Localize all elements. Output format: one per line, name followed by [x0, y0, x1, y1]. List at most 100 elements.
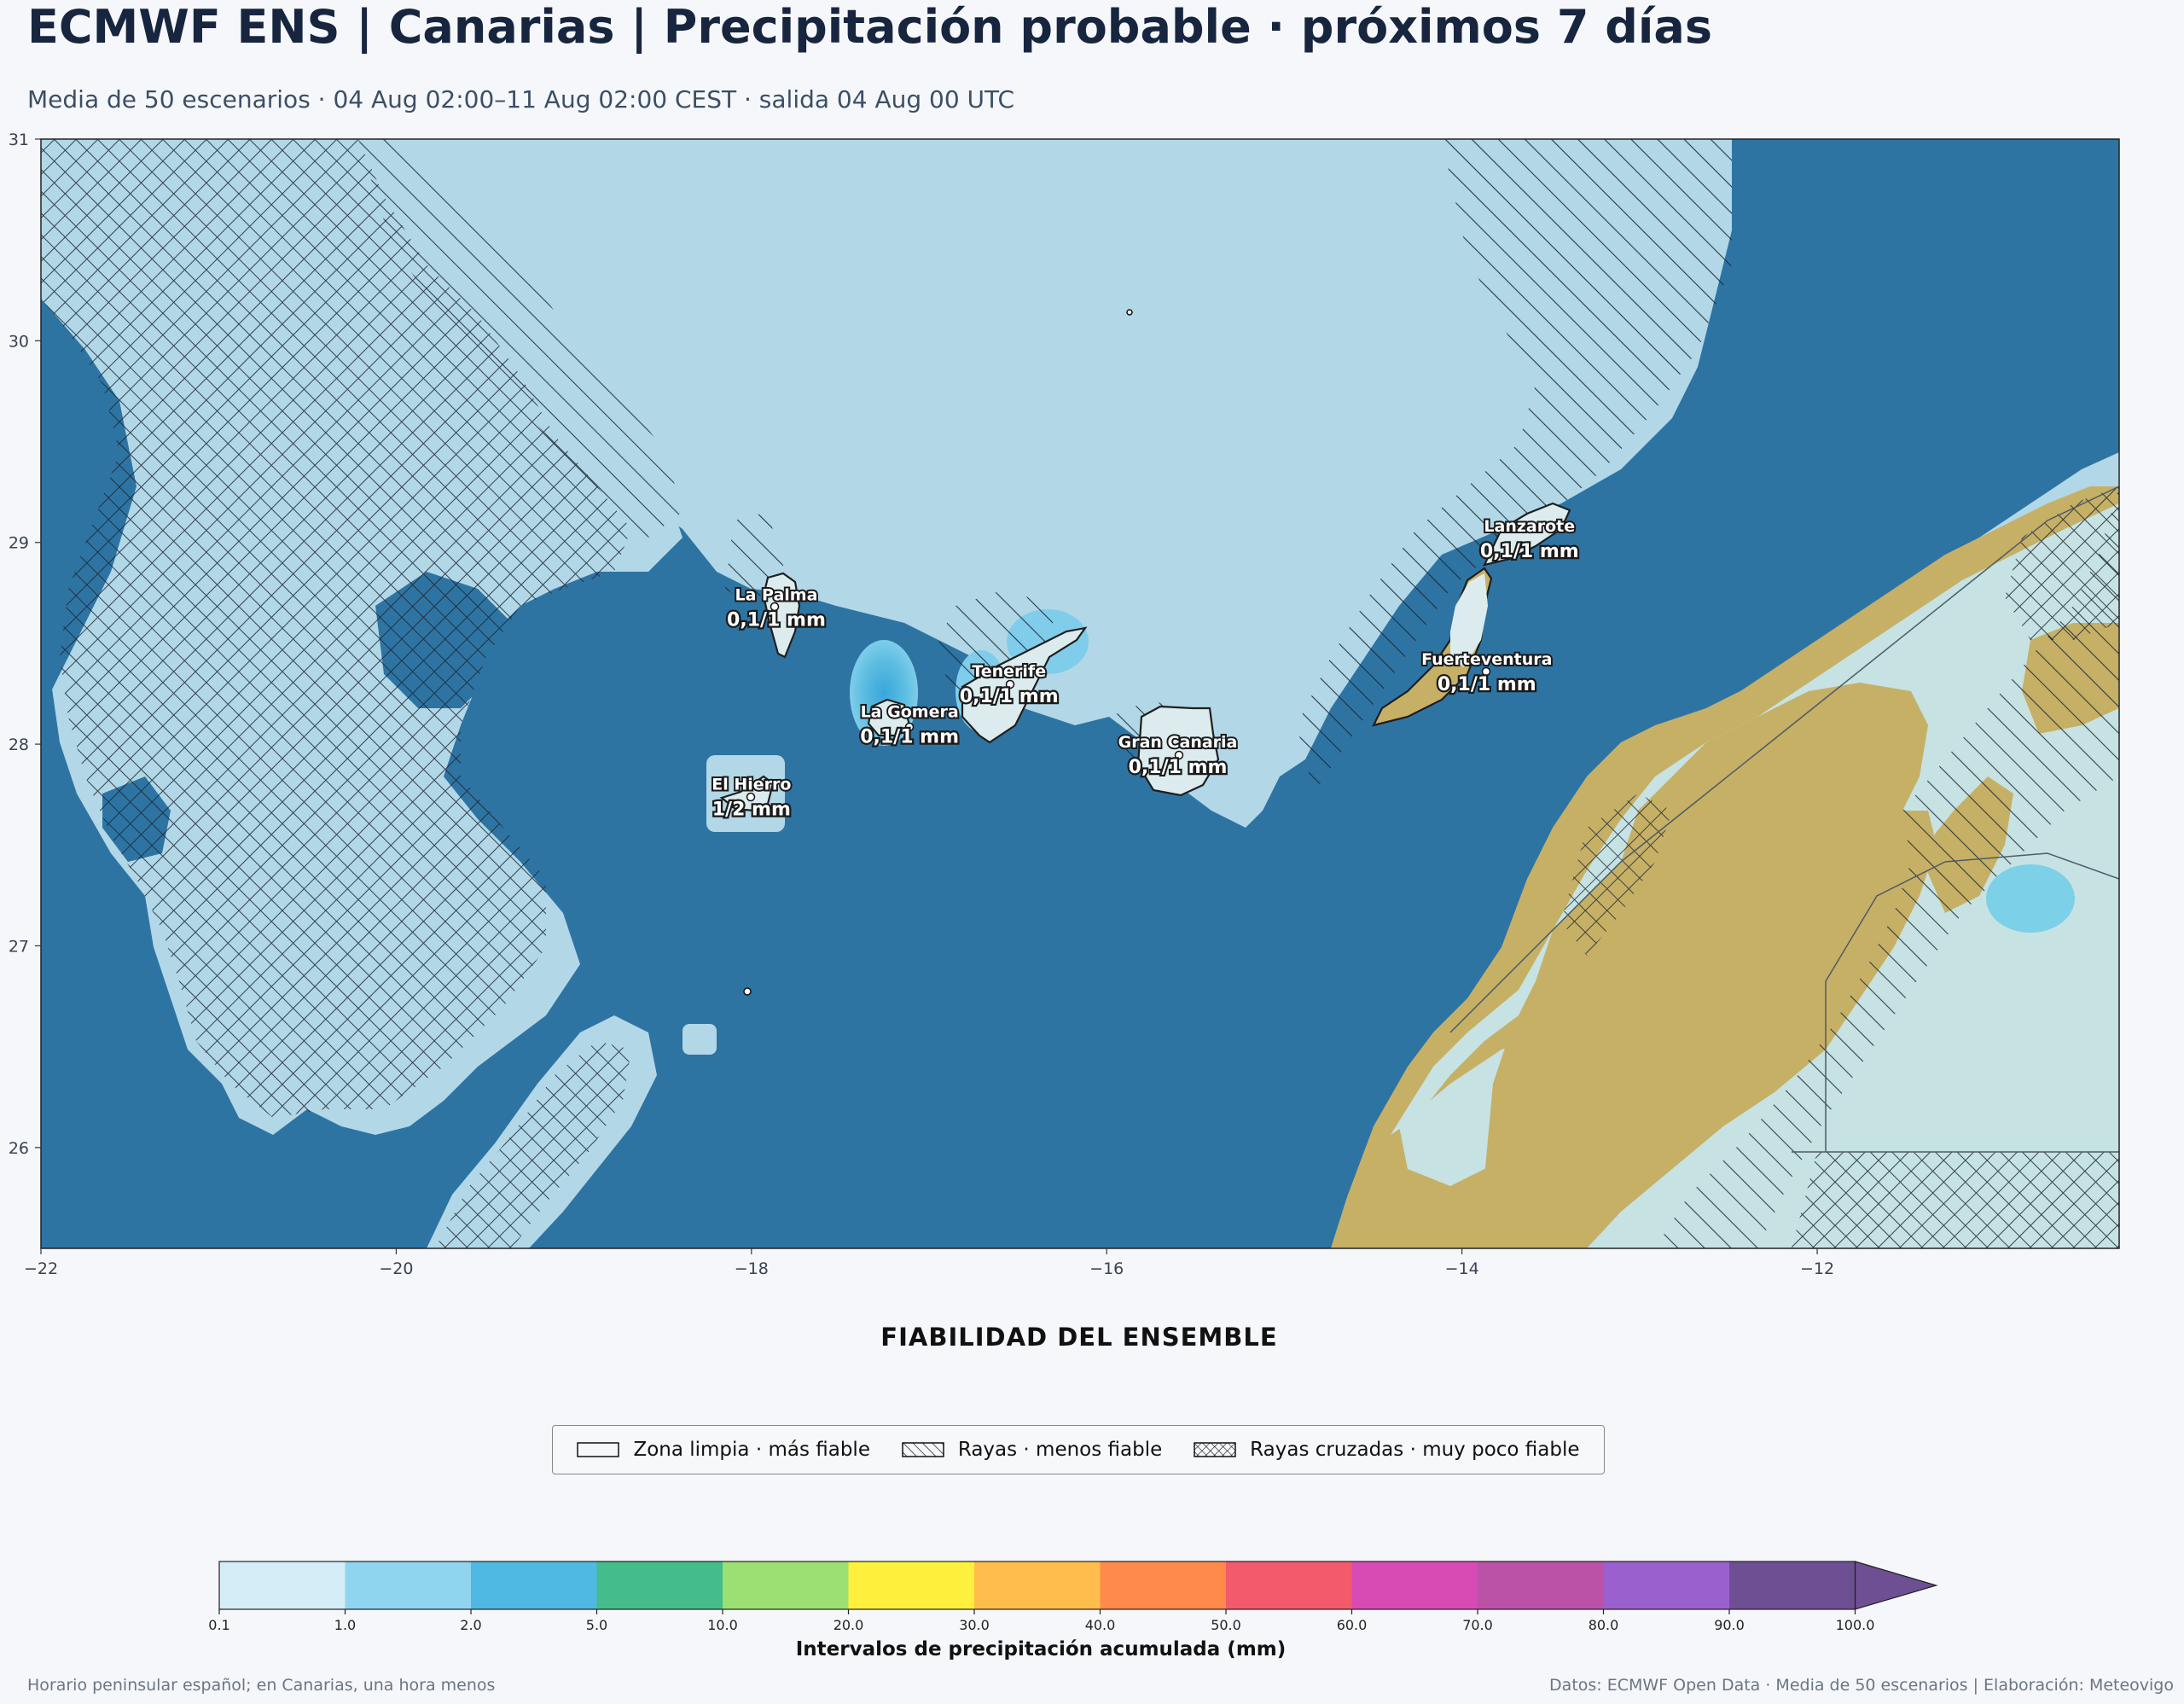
light-precip-north [401, 139, 1732, 828]
y-tick-label: 27 [9, 937, 29, 956]
reliability-title: FIABILIDAD DEL ENSEMBLE [880, 1323, 1278, 1352]
footer-credits: Datos: ECMWF Open Data · Media de 50 esc… [1549, 1676, 2174, 1695]
island-name-label: La Gomera [861, 702, 959, 721]
island-value-label: 0,1/1 mm [727, 609, 826, 631]
colorbar-tick-label: 50.0 [1211, 1617, 1241, 1633]
y-tick-label: 30 [9, 332, 29, 351]
light-precip-patch [682, 1024, 717, 1055]
island-fuerteventura-precip [1450, 573, 1488, 667]
island-value-label: 0,1/1 mm [1129, 757, 1228, 778]
swatch-hatch-icon [902, 1442, 944, 1457]
island-name-label: La Palma [735, 585, 818, 604]
hatch-northeast [1297, 139, 1732, 794]
colorbar-tick-label: 70.0 [1462, 1617, 1493, 1633]
legend-item-clean: Zona limpia · más fiable [577, 1439, 870, 1461]
city-marker [746, 792, 756, 802]
colorbar-tick-label: 10.0 [707, 1617, 738, 1633]
colorbar-label: Intervalos de precipitación acumulada (m… [795, 1638, 1287, 1660]
city-marker [1005, 679, 1015, 689]
colorbar-segment [848, 1562, 975, 1609]
island-name-label: El Hierro [712, 776, 791, 794]
footer-note: Horario peninsular español; en Canarias,… [27, 1676, 496, 1695]
x-tick-label: −18 [735, 1259, 769, 1278]
colorbar-tick-label: 20.0 [834, 1617, 864, 1633]
island-value-label: 0,1/1 mm [1438, 674, 1536, 695]
colorbar-tick-label: 0.1 [208, 1617, 229, 1633]
colorbar-tick-label: 100.0 [1836, 1617, 1875, 1633]
island-la-palma [762, 572, 801, 659]
crosshatch-africa [2005, 486, 2119, 640]
island-name-label: Fuerteventura [1421, 650, 1552, 669]
map-frame [40, 138, 2120, 1249]
colorbar-tick-label: 40.0 [1085, 1617, 1116, 1633]
colorbar-segment [723, 1562, 849, 1609]
crosshatch-south [435, 1041, 631, 1248]
colorbar-segment [596, 1562, 723, 1609]
island-name-label: Gran Canaria [1118, 733, 1238, 752]
colorbar-segment [1478, 1562, 1604, 1609]
swatch-clean-icon [577, 1442, 620, 1457]
x-tick-label: −14 [1445, 1259, 1479, 1278]
x-tick-label: −22 [24, 1259, 58, 1278]
colorbar-tick-label: 60.0 [1337, 1617, 1368, 1633]
land-precip-cover [1391, 503, 2119, 1248]
colorbar-tick-label: 90.0 [1714, 1617, 1745, 1633]
crosshatch-west [41, 139, 631, 1118]
x-tick-label: −20 [379, 1259, 413, 1278]
city-marker [1174, 750, 1184, 760]
precipitation-colorbar: 0.1 1.0 2.0 5.0 10.0 20.0 30.0 40.0 50.0 60.0 70.0… [208, 1561, 1938, 1633]
page-subtitle: Media de 50 escenarios · 04 Aug 02:00–11… [27, 85, 1015, 113]
colorbar-segment [1351, 1562, 1478, 1609]
city-marker [904, 722, 915, 732]
x-tick-label: −12 [1800, 1259, 1834, 1278]
y-tick-label: 28 [9, 736, 29, 754]
legend-label-hatch: Rayas · menos fiable [957, 1439, 1163, 1461]
page-title: ECMWF ENS | Canarias | Precipitación pro… [27, 0, 1712, 54]
colorbar-segment [1603, 1562, 1730, 1609]
hatch-west [358, 139, 682, 538]
city-marker [1481, 666, 1491, 677]
reliability-legend: Zona limpia · más fiable Rayas · menos f… [552, 1425, 1605, 1474]
y-tick-label: 26 [9, 1139, 29, 1158]
legend-label-crosshatch: Rayas cruzadas · muy poco fiable [1250, 1439, 1580, 1461]
island-la-gomera [867, 698, 911, 737]
colorbar-segment [345, 1562, 472, 1609]
precipitation-map: −22 −20 −18 −16 −14 −12 26 27 28 29 30 31 La Palma… [9, 131, 2120, 1278]
colorbar-segment [471, 1562, 597, 1609]
border-line [1449, 486, 2119, 1033]
city-marker [743, 987, 752, 996]
legend-item-crosshatch: Rayas cruzadas · muy poco fiable [1194, 1439, 1580, 1461]
island-name-label: Tenerife [972, 662, 1046, 681]
y-tick-label: 31 [9, 131, 29, 149]
colorbar-tick-label: 1.0 [334, 1617, 356, 1633]
island-value-label: 0,1/1 mm [960, 686, 1059, 707]
island-name-label: Lanzarote [1484, 517, 1575, 536]
border-line [1825, 852, 2119, 1152]
city-marker [770, 602, 780, 612]
y-tick-label: 29 [9, 534, 29, 553]
colorbar-tick-label: 30.0 [959, 1617, 990, 1633]
swatch-crosshatch-icon [1194, 1442, 1236, 1457]
island-tenerife [961, 626, 1088, 744]
colorbar-segment [1729, 1562, 1856, 1609]
x-axis: −22 −20 −18 −16 −14 −12 [24, 1248, 1834, 1278]
colorbar-segment [974, 1562, 1101, 1609]
colorbar-frame [218, 1561, 1856, 1610]
colorbar-segment [1226, 1562, 1352, 1609]
x-tick-label: −16 [1089, 1259, 1124, 1278]
land-core [1484, 683, 1928, 1178]
y-axis: 26 27 28 29 30 31 [9, 131, 41, 1158]
colorbar-tick-label: 5.0 [586, 1617, 607, 1633]
legend-label-clean: Zona limpia · más fiable [633, 1439, 870, 1461]
colorbar-tick-label: 80.0 [1589, 1617, 1619, 1633]
island-el-hierro [719, 775, 775, 812]
island-lanzarote [1483, 502, 1571, 567]
colorbar-segment [1100, 1562, 1227, 1609]
colorbar-tick-label: 2.0 [460, 1617, 481, 1633]
legend-item-hatch: Rayas · menos fiable [902, 1439, 1162, 1461]
colorbar-segment [219, 1562, 346, 1609]
colorbar-extend-arrow [1854, 1561, 1938, 1610]
island-value-label: 0,1/1 mm [860, 726, 959, 747]
island-value-label: 1/2 mm [712, 800, 791, 821]
